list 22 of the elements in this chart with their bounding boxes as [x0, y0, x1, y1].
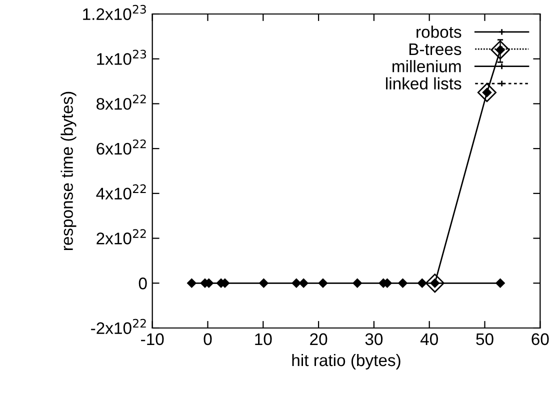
x-tick-label: 40: [420, 333, 438, 346]
y-tick-label: 1.2x10$^{23}$: [83, 4, 146, 20]
y-tick-label: -2x10$^{22}$: [91, 318, 146, 334]
x-tick-label: -10: [141, 333, 164, 346]
y-tick-label: 0: [138, 278, 147, 290]
x-tick-label: 50: [476, 333, 494, 346]
legend-label: millenium: [392, 60, 461, 72]
y-tick-label: 8x10$^{22}$: [96, 94, 146, 110]
y-tick-label: 6x10$^{22}$: [96, 139, 146, 155]
y-axis-title: response time (bytes): [60, 92, 76, 250]
x-tick-label: 20: [310, 333, 328, 346]
x-tick-label: 10: [255, 333, 272, 346]
x-tick-label: 60: [532, 333, 549, 346]
x-tick-label: 30: [365, 333, 383, 346]
legend-label: B-trees: [409, 43, 462, 56]
legend-label: robots: [416, 26, 462, 38]
x-axis-title: hit ratio (bytes): [292, 354, 400, 370]
y-tick-label: 4x10$^{22}$: [96, 184, 146, 200]
y-tick-label: 2x10$^{22}$: [96, 229, 146, 244]
legend-label: linked lists: [386, 77, 462, 90]
x-tick-label: 0: [204, 333, 212, 346]
y-tick-label: 1x10$^{23}$: [97, 50, 146, 65]
